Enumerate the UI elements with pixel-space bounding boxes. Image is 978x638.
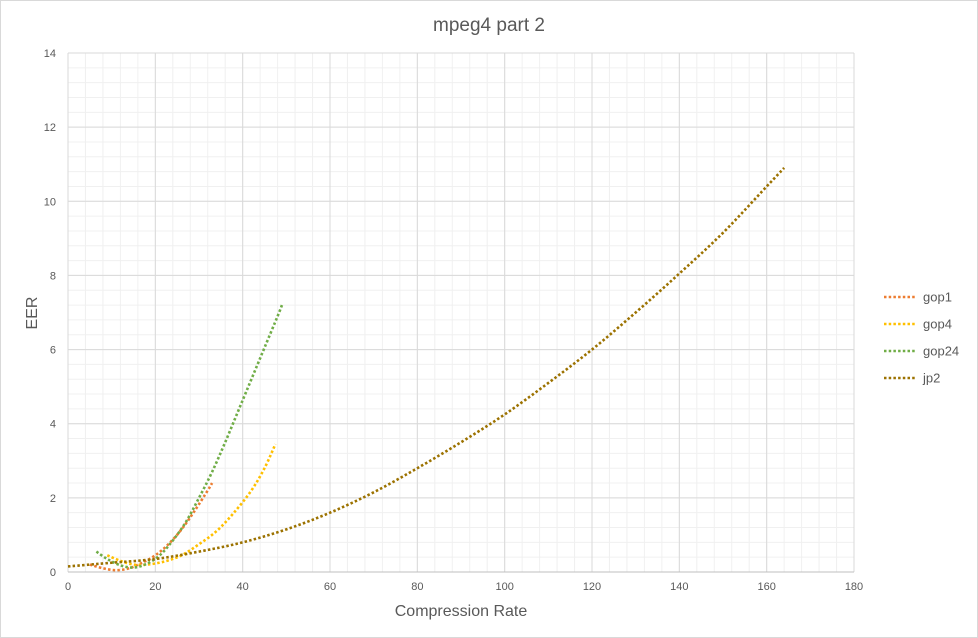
y-axis-title: EER (24, 297, 41, 330)
x-tick-label: 40 (237, 581, 249, 593)
legend-item-gop24: gop24 (884, 344, 959, 359)
x-tick-label: 60 (324, 581, 336, 593)
legend-label: gop1 (923, 290, 952, 305)
legend-item-gop4: gop4 (884, 317, 952, 332)
y-tick-label: 6 (50, 345, 56, 357)
legend-label: jp2 (922, 371, 940, 386)
y-tick-label: 2 (50, 493, 56, 505)
chart-title: mpeg4 part 2 (433, 15, 545, 36)
x-tick-label: 120 (583, 581, 601, 593)
legend-label: gop4 (923, 317, 952, 332)
series-line-gop4 (106, 443, 277, 567)
y-tick-label: 14 (44, 48, 56, 60)
series-line-jp2 (67, 167, 786, 568)
legend-item-gop1: gop1 (884, 290, 952, 305)
y-tick-label: 0 (50, 567, 56, 579)
x-tick-label: 0 (65, 581, 71, 593)
x-axis-ticks: 0 20 40 60 80 100 120 140 160 180 (65, 581, 863, 593)
series-line-gop24 (95, 304, 284, 569)
legend-item-jp2: jp2 (884, 371, 940, 386)
x-axis-title: Compression Rate (395, 603, 528, 620)
y-axis-ticks: 0 2 4 6 8 10 12 14 (44, 48, 56, 579)
legend-label: gop24 (923, 344, 959, 359)
y-tick-label: 4 (50, 419, 56, 431)
major-gridlines (67, 52, 855, 573)
y-tick-label: 12 (44, 122, 56, 134)
series-layer (67, 167, 786, 572)
x-tick-label: 80 (411, 581, 423, 593)
x-tick-label: 100 (495, 581, 513, 593)
legend: gop1 gop4 gop24 jp2 (884, 290, 959, 386)
x-tick-label: 160 (757, 581, 775, 593)
x-tick-label: 20 (149, 581, 161, 593)
series-line-gop1 (89, 482, 214, 572)
x-tick-label: 140 (670, 581, 688, 593)
y-tick-label: 10 (44, 196, 56, 208)
x-tick-label: 180 (845, 581, 863, 593)
y-tick-label: 8 (50, 270, 56, 282)
minor-gridlines (67, 52, 855, 573)
